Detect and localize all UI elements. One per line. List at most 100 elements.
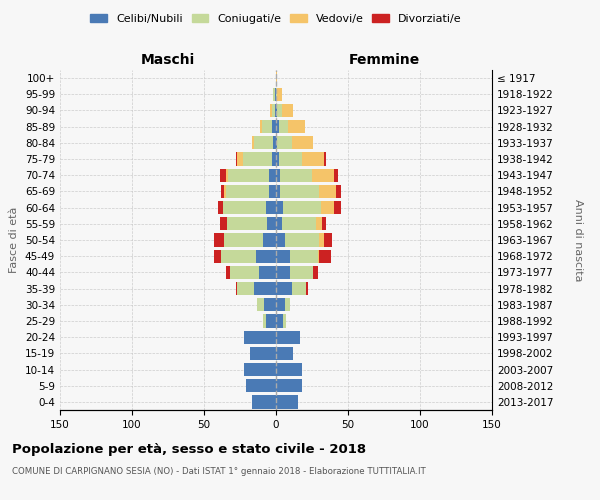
Bar	[263, 314, 266, 328]
Bar	[246, 379, 276, 392]
Bar	[292, 282, 306, 295]
Bar	[226, 168, 229, 182]
Bar	[290, 266, 313, 279]
Bar	[226, 266, 230, 279]
Bar	[276, 363, 302, 376]
Bar	[276, 266, 290, 279]
Bar	[224, 234, 263, 246]
Bar	[334, 168, 338, 182]
Text: Popolazione per età, sesso e stato civile - 2018: Popolazione per età, sesso e stato civil…	[12, 442, 366, 456]
Bar	[282, 217, 316, 230]
Bar	[226, 185, 269, 198]
Bar	[276, 185, 280, 198]
Bar	[319, 185, 337, 198]
Bar	[221, 185, 224, 198]
Bar	[276, 152, 279, 166]
Bar	[280, 185, 319, 198]
Bar	[259, 266, 276, 279]
Bar	[218, 201, 223, 214]
Bar	[229, 168, 269, 182]
Bar	[282, 104, 293, 117]
Bar	[277, 136, 292, 149]
Bar	[268, 217, 276, 230]
Bar	[243, 152, 272, 166]
Bar	[277, 104, 282, 117]
Bar	[276, 201, 283, 214]
Bar	[260, 120, 262, 134]
Bar	[269, 185, 276, 198]
Bar	[273, 136, 276, 149]
Legend: Celibi/Nubili, Coniugati/e, Vedovi/e, Divorziati/e: Celibi/Nubili, Coniugati/e, Vedovi/e, Di…	[87, 10, 465, 27]
Bar	[272, 152, 276, 166]
Bar	[280, 168, 312, 182]
Bar	[276, 72, 277, 85]
Bar	[236, 282, 237, 295]
Bar	[257, 298, 265, 312]
Bar	[323, 234, 332, 246]
Bar	[276, 314, 283, 328]
Bar	[313, 266, 318, 279]
Y-axis label: Anni di nascita: Anni di nascita	[573, 198, 583, 281]
Text: Maschi: Maschi	[141, 53, 195, 67]
Bar	[221, 250, 256, 263]
Bar	[323, 152, 326, 166]
Bar	[276, 234, 284, 246]
Bar	[251, 396, 276, 408]
Text: COMUNE DI CARPIGNANO SESIA (NO) - Dati ISTAT 1° gennaio 2018 - Elaborazione TUTT: COMUNE DI CARPIGNANO SESIA (NO) - Dati I…	[12, 468, 426, 476]
Bar	[276, 136, 277, 149]
Bar	[276, 120, 279, 134]
Text: Femmine: Femmine	[349, 53, 419, 67]
Bar	[306, 282, 308, 295]
Bar	[273, 88, 275, 101]
Bar	[276, 298, 284, 312]
Bar	[284, 298, 290, 312]
Bar	[254, 282, 276, 295]
Bar	[276, 379, 302, 392]
Bar	[292, 136, 313, 149]
Bar	[283, 314, 286, 328]
Bar	[319, 234, 323, 246]
Bar	[276, 217, 282, 230]
Bar	[244, 363, 276, 376]
Bar	[224, 185, 226, 198]
Bar	[334, 201, 341, 214]
Bar	[276, 282, 292, 295]
Bar	[227, 217, 268, 230]
Bar	[287, 120, 305, 134]
Bar	[262, 120, 272, 134]
Bar	[283, 201, 320, 214]
Bar	[266, 201, 276, 214]
Bar	[284, 234, 319, 246]
Bar	[244, 330, 276, 344]
Bar	[256, 250, 276, 263]
Bar	[276, 346, 293, 360]
Bar	[251, 136, 254, 149]
Bar	[316, 217, 322, 230]
Bar	[320, 201, 334, 214]
Bar	[254, 136, 273, 149]
Bar	[312, 168, 334, 182]
Bar	[272, 120, 276, 134]
Bar	[220, 168, 226, 182]
Bar	[270, 104, 272, 117]
Bar	[223, 201, 266, 214]
Bar	[276, 104, 277, 117]
Bar	[276, 168, 280, 182]
Bar	[266, 314, 276, 328]
Bar	[319, 250, 331, 263]
Bar	[277, 88, 282, 101]
Bar	[250, 346, 276, 360]
Y-axis label: Fasce di età: Fasce di età	[10, 207, 19, 273]
Bar	[276, 396, 298, 408]
Bar	[276, 88, 277, 101]
Bar	[237, 152, 243, 166]
Bar	[214, 250, 221, 263]
Bar	[276, 330, 301, 344]
Bar	[275, 104, 276, 117]
Bar	[265, 298, 276, 312]
Bar	[237, 282, 254, 295]
Bar	[214, 234, 224, 246]
Bar	[230, 266, 259, 279]
Bar	[322, 217, 326, 230]
Bar	[276, 250, 290, 263]
